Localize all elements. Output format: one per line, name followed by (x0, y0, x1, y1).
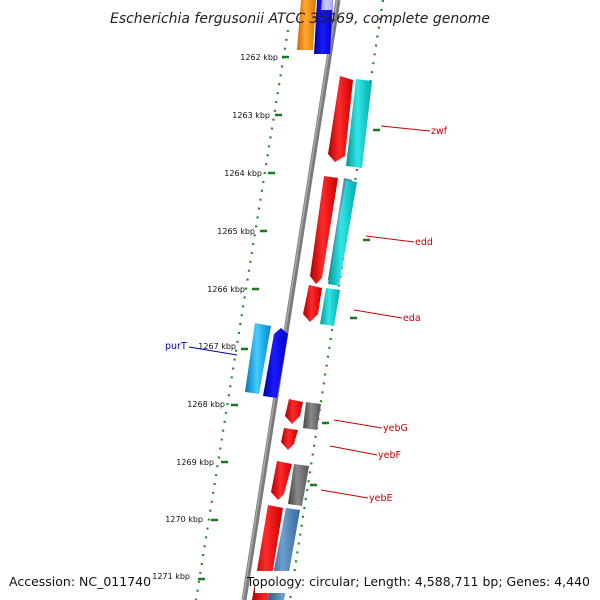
gene-feature-gray-yebE (288, 464, 309, 506)
gene-feature-cyan-zwf (346, 79, 372, 168)
tick-label: 1268 kbp (187, 400, 225, 409)
gene-feature-red-yebE (271, 461, 292, 500)
leader-line-edd (365, 235, 415, 243)
leader-line-eda (353, 309, 403, 319)
tick-label: 1264 kbp (224, 169, 262, 178)
gene-label-zwf[interactable]: zwf (431, 126, 448, 137)
gene-label-yebG[interactable]: yebG (383, 423, 408, 434)
gene-feature-sky-purT (245, 323, 271, 394)
gene-leader-lines (188, 125, 431, 499)
gene-feature-red-yebG (285, 399, 303, 424)
gene-feature-red-yebF (281, 428, 298, 450)
gene-feature-cyan-eda (320, 288, 340, 326)
footer-accession-bg (4, 571, 149, 593)
tick-labels: 1262 kbp 1263 kbp 1264 kbp 1265 kbp 1266… (152, 53, 278, 581)
footer-topology-bg (255, 571, 595, 593)
leader-line-yebG (333, 419, 383, 429)
leader-line-zwf (380, 125, 431, 132)
gene-label-purT[interactable]: purT (165, 341, 187, 352)
gene-label-yebE[interactable]: yebE (369, 493, 393, 504)
leader-line-purT (188, 346, 238, 356)
gene-feature-blue (314, 0, 333, 54)
genome-backbone (241, 0, 341, 600)
gene-feature-pale (321, 0, 333, 10)
tick-label: 1270 kbp (165, 515, 203, 524)
tick-label: 1265 kbp (217, 227, 255, 236)
gene-feature-blue-purT (263, 328, 288, 398)
map-title: Escherichia fergusonii ATCC 35469, compl… (110, 11, 490, 27)
tick-label: 1271 kbp (152, 572, 190, 581)
accession-text: Accession: NC_011740 (9, 574, 151, 589)
gene-feature-cyan-edd (328, 180, 357, 286)
leader-line-yebF (329, 445, 378, 456)
gene-label-eda[interactable]: eda (403, 313, 421, 324)
tick-label: 1269 kbp (176, 458, 214, 467)
leader-line-yebE (320, 489, 369, 499)
gene-feature-gray-yebG (303, 402, 321, 430)
tick-ring-inner (288, 0, 385, 600)
tick-marks (198, 55, 380, 581)
tick-label: 1266 kbp (207, 285, 245, 294)
topology-text: Topology: circular; Length: 4,588,711 bp… (246, 574, 590, 589)
gene-feature-red-zwf (328, 76, 353, 162)
gene-labels: zwf edd eda purT yebG yebF yebE (165, 126, 448, 504)
gene-feature-red-eda (303, 285, 322, 322)
gene-feature-orange (297, 0, 316, 50)
gene-label-edd[interactable]: edd (415, 237, 433, 248)
gene-feature-red-edd (310, 176, 338, 284)
tick-label: 1267 kbp (198, 342, 236, 351)
genome-backbone-highlight (242, 0, 338, 600)
tick-label: 1263 kbp (232, 111, 270, 120)
gene-label-yebF[interactable]: yebF (378, 450, 401, 461)
outer-strand-features (245, 0, 353, 600)
tick-label: 1262 kbp (240, 53, 278, 62)
